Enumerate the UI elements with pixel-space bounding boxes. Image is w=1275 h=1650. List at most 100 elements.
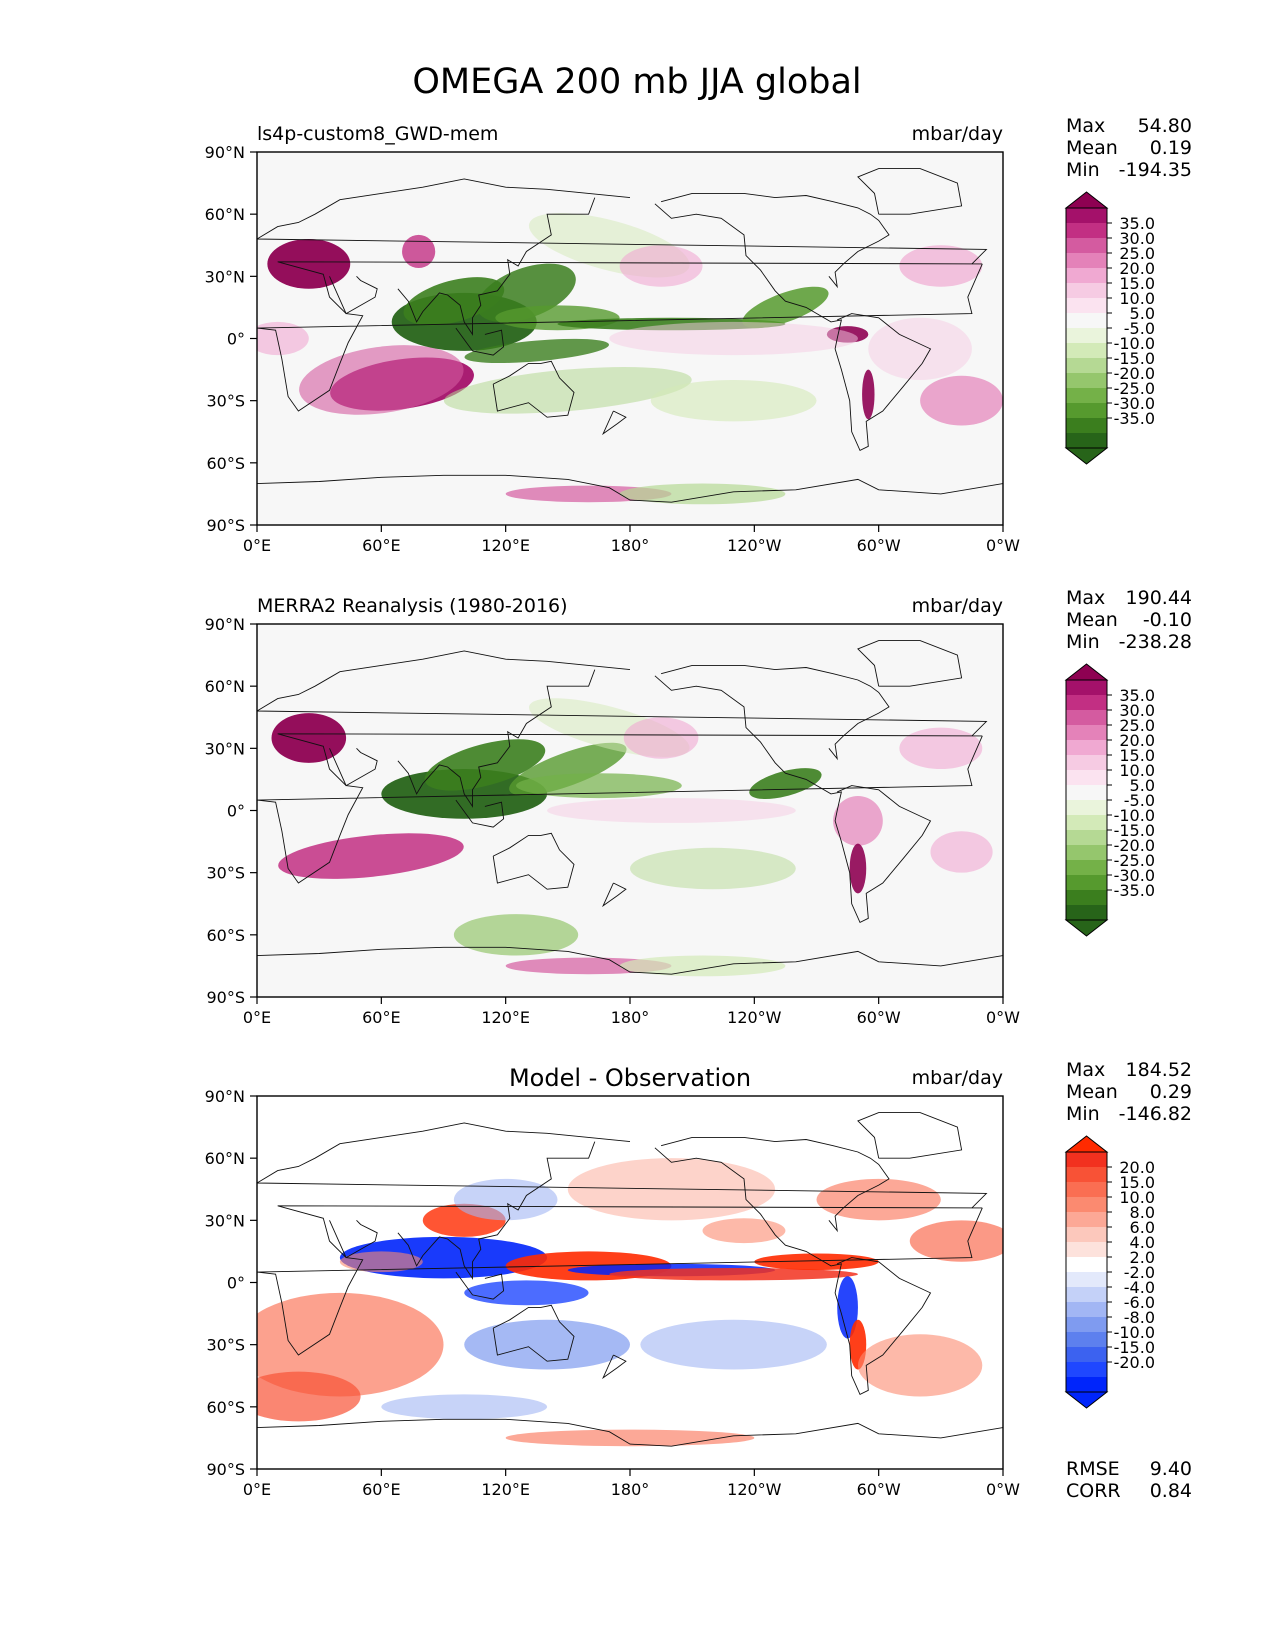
coastlines bbox=[257, 168, 1003, 503]
field-feature bbox=[424, 739, 546, 791]
field-feature bbox=[609, 1267, 858, 1281]
colorbar-band bbox=[1066, 905, 1107, 921]
field-feature bbox=[899, 245, 983, 287]
lon-tick-label: 60°E bbox=[362, 1008, 400, 1027]
field-feature bbox=[547, 798, 796, 823]
colorbar-label: -10.0 bbox=[1114, 334, 1155, 353]
lat-tick-label: 60°S bbox=[206, 926, 245, 945]
field-feature bbox=[909, 1220, 1003, 1262]
lon-tick-label: 0°E bbox=[243, 1480, 271, 1499]
colorbar-band bbox=[1066, 418, 1107, 434]
field-feature bbox=[920, 375, 1003, 426]
colorbar-band bbox=[1066, 680, 1107, 696]
field-feature bbox=[749, 768, 822, 799]
lon-tick-label: 180° bbox=[611, 1008, 650, 1027]
field-feature bbox=[833, 795, 883, 846]
colorbar-label: 10.0 bbox=[1119, 1188, 1155, 1207]
stat-label: Mean bbox=[1066, 609, 1118, 631]
coastline-segment bbox=[257, 261, 983, 412]
lon-tick-label: 0°W bbox=[986, 1008, 1020, 1027]
lat-tick-label: 90°S bbox=[206, 988, 245, 1007]
field-feature bbox=[619, 245, 703, 287]
panel-test: ls4p-custom8_GWD-mem mbar/day 90°N 60°N 30°N… bbox=[205, 115, 1192, 555]
field-feature bbox=[930, 831, 993, 873]
panel-title: ls4p-custom8_GWD-mem bbox=[257, 123, 498, 145]
field-feature bbox=[464, 1280, 589, 1306]
stat-label: RMSE bbox=[1066, 1458, 1120, 1480]
stat-label: Max bbox=[1066, 115, 1105, 137]
lat-tick-label: 90°N bbox=[205, 615, 245, 634]
lat-tick-label: 90°S bbox=[206, 1460, 245, 1479]
field-feature bbox=[505, 1429, 755, 1447]
colorbar-label: 35.0 bbox=[1119, 686, 1155, 705]
colorbar-band bbox=[1066, 268, 1107, 284]
field-feature bbox=[453, 1178, 558, 1221]
panel-title: Model - Observation bbox=[509, 1064, 751, 1092]
colorbar-band bbox=[1066, 403, 1107, 419]
field-feature bbox=[862, 369, 875, 420]
field-feature bbox=[443, 366, 692, 414]
field-feature bbox=[464, 1319, 630, 1370]
coastline-segment bbox=[257, 650, 988, 737]
colorbar-label: 25.0 bbox=[1119, 244, 1155, 263]
lon-tick-label: 120°W bbox=[727, 536, 782, 555]
colorbar-extend-bottom bbox=[1064, 447, 1109, 465]
field-feature bbox=[857, 1334, 983, 1397]
coastline-segment bbox=[257, 1205, 983, 1356]
coastline-segment bbox=[257, 1418, 1003, 1447]
colorbar: 35.030.025.020.015.010.05.0-5.0-10.0-15.… bbox=[1064, 191, 1155, 465]
colorbar-band bbox=[1066, 313, 1107, 329]
field-feature bbox=[453, 914, 579, 956]
field-feature bbox=[516, 773, 682, 799]
coastline-segment bbox=[857, 1112, 963, 1159]
colorbar-label: 20.0 bbox=[1119, 259, 1155, 278]
coastline-segment bbox=[397, 1141, 596, 1280]
field-layer bbox=[257, 168, 1003, 505]
field-feature bbox=[403, 277, 505, 326]
colorbar-label: -10.0 bbox=[1114, 806, 1155, 825]
colorbar-band bbox=[1066, 1347, 1107, 1363]
stat-value: 0.84 bbox=[1150, 1480, 1192, 1502]
stat-label: Mean bbox=[1066, 137, 1118, 159]
lon-tick-label: 60°W bbox=[857, 536, 901, 555]
coastline-segment bbox=[654, 675, 932, 924]
field-feature bbox=[630, 847, 796, 890]
coastlines bbox=[257, 640, 1003, 975]
lon-tick-label: 0°E bbox=[243, 536, 271, 555]
colorbar-extend-bottom bbox=[1064, 919, 1109, 937]
colorbar-label: -5.0 bbox=[1124, 791, 1155, 810]
colorbar-label: -8.0 bbox=[1124, 1308, 1155, 1327]
coastline-segment bbox=[257, 1122, 988, 1209]
colorbar-band bbox=[1066, 1197, 1107, 1213]
colorbar-band bbox=[1066, 800, 1107, 816]
colorbar-band bbox=[1066, 1362, 1107, 1378]
lat-tick-label: 0° bbox=[227, 330, 245, 349]
panel-units: mbar/day bbox=[912, 123, 1003, 145]
panel-diff: Model - Observation mbar/day 90°N 60°N 30°N 0… bbox=[205, 1059, 1192, 1502]
colorbar-label: -2.0 bbox=[1124, 1263, 1155, 1282]
field-feature bbox=[271, 713, 347, 763]
colorbar-band bbox=[1066, 1332, 1107, 1348]
field-feature bbox=[816, 1178, 941, 1221]
field-feature bbox=[640, 1319, 827, 1370]
lon-tick-label: 120°E bbox=[481, 536, 530, 555]
colorbar-band bbox=[1066, 1242, 1107, 1258]
lat-tick-label: 60°S bbox=[206, 454, 245, 473]
colorbar-label: -6.0 bbox=[1124, 1293, 1155, 1312]
lon-tick-label: 60°E bbox=[362, 1480, 400, 1499]
colorbar-band bbox=[1066, 1257, 1107, 1273]
colorbar-extend-top bbox=[1064, 1135, 1109, 1153]
coastline-segment bbox=[397, 197, 596, 336]
stat-value: 9.40 bbox=[1150, 1458, 1192, 1480]
colorbar-band bbox=[1066, 238, 1107, 254]
field-feature bbox=[402, 234, 436, 269]
colorbar-band bbox=[1066, 725, 1107, 741]
stat-label: Max bbox=[1066, 587, 1105, 609]
coastline-segment bbox=[660, 664, 890, 761]
colorbar-band bbox=[1066, 785, 1107, 801]
coastline-segment bbox=[455, 799, 505, 828]
field-feature bbox=[849, 843, 867, 894]
colorbar-band bbox=[1066, 373, 1107, 389]
coastline-segment bbox=[654, 1147, 932, 1396]
